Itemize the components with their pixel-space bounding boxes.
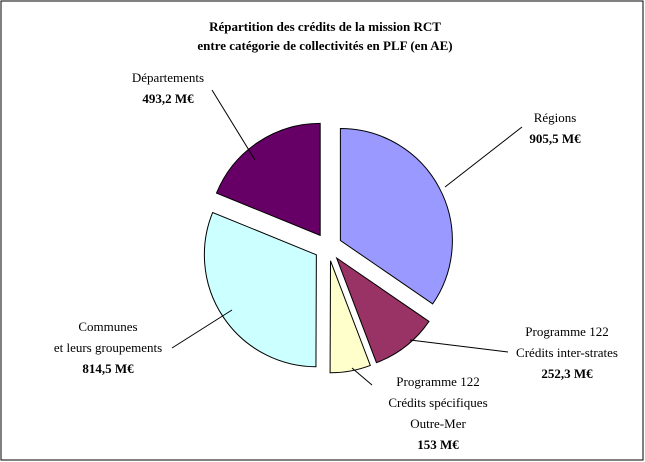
- chart-title: entre catégorie de collectivités en PLF …: [197, 38, 452, 53]
- value-label: 814,5 M€: [82, 361, 134, 376]
- pie-slice: [215, 122, 321, 237]
- leader-line: [211, 89, 256, 161]
- value-label: 252,3 M€: [541, 366, 593, 381]
- chart-title: Répartition des crédits de la mission RC…: [209, 19, 441, 34]
- slice-label: Programme 122: [396, 374, 479, 389]
- value-label: 153 M€: [417, 437, 459, 452]
- slice-label: et leurs groupements: [54, 340, 162, 355]
- value-label: 493,2 M€: [142, 91, 194, 106]
- value-label: 905,5 M€: [529, 131, 581, 146]
- leader-line: [171, 309, 233, 349]
- leader-line: [444, 126, 523, 188]
- slice-label: Régions: [534, 110, 577, 125]
- pie-slice: [339, 127, 453, 305]
- slice-label: Crédits spécifiques: [388, 395, 487, 410]
- slice-label: Crédits inter-strates: [516, 345, 618, 360]
- pie-slice: [335, 256, 430, 364]
- slice-label: Outre-Mer: [410, 416, 466, 431]
- leader-line: [409, 339, 509, 353]
- pie-slice: [329, 260, 371, 374]
- pie-slice: [203, 211, 317, 368]
- slice-label: Communes: [78, 319, 137, 334]
- slice-label: Départements: [132, 70, 204, 85]
- slice-label: Programme 122: [525, 324, 608, 339]
- leader-line: [351, 367, 373, 386]
